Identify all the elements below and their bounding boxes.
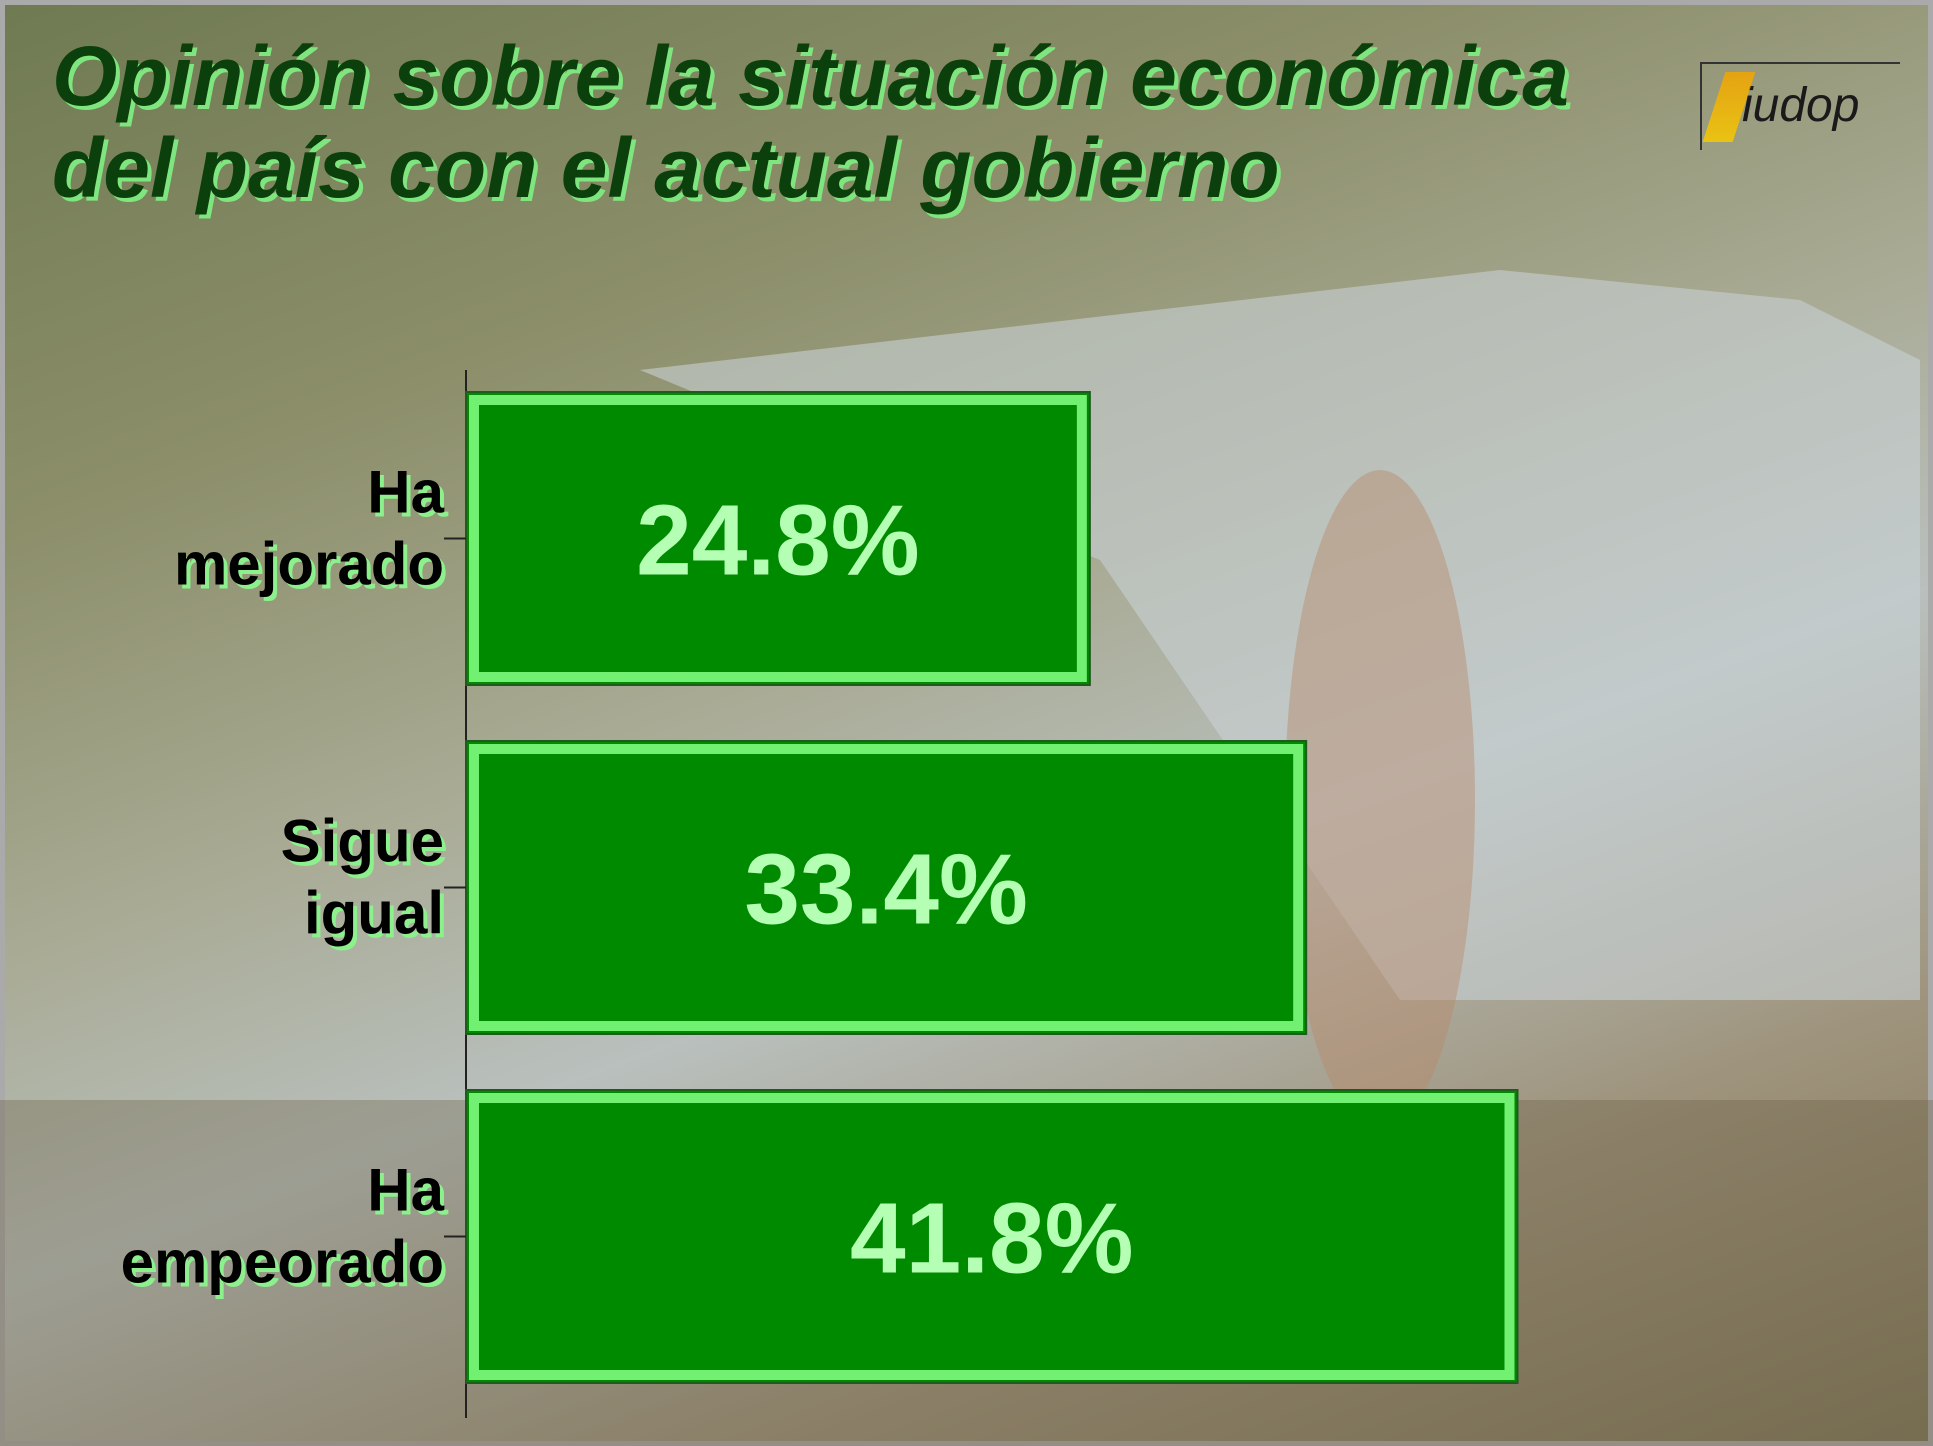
slide: Opinión sobre la situación económica del… [0, 0, 1933, 1446]
label-line: Sigue [281, 808, 444, 875]
chart: 24.8%Hamejorado33.4%Sigueigual41.8%Haemp… [0, 0, 1933, 1446]
value-label: 33.4% [744, 834, 1028, 946]
label-line: Ha [367, 1157, 444, 1224]
label-line: mejorado [174, 531, 444, 598]
label-line: empeorado [121, 1229, 444, 1296]
value-label: 24.8% [636, 485, 920, 597]
label-line: Ha [367, 459, 444, 526]
value-label: 41.8% [850, 1183, 1134, 1295]
label-line: igual [304, 880, 444, 947]
